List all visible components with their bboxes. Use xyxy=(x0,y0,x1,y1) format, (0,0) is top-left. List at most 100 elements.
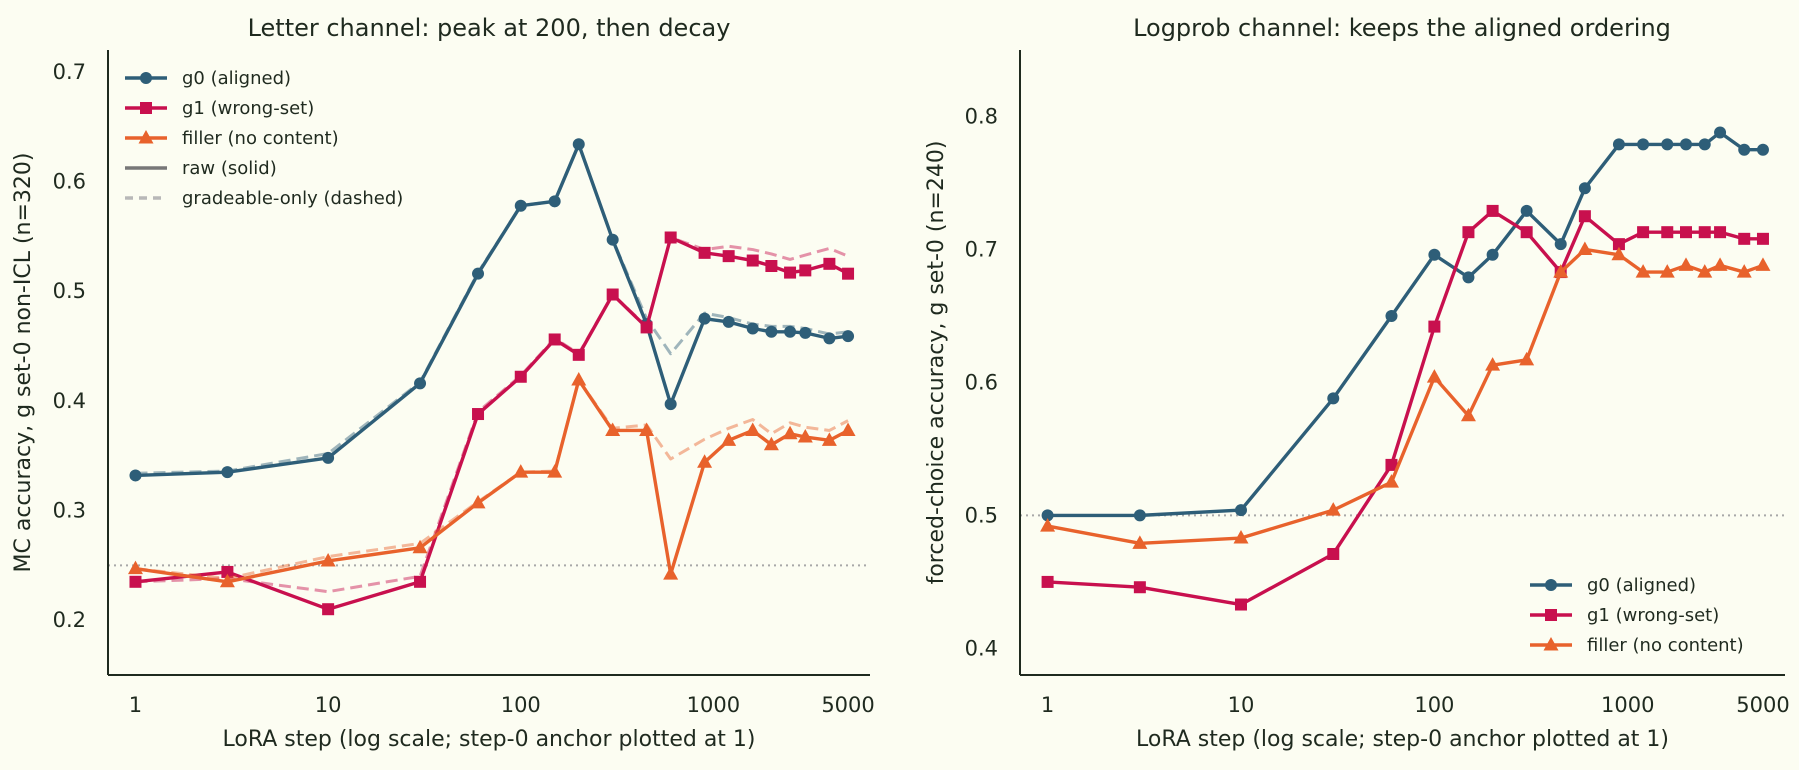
series-filler xyxy=(1040,241,1771,549)
y-tick-label: 0.6 xyxy=(53,170,86,194)
data-point xyxy=(721,432,737,446)
data-point xyxy=(221,466,234,479)
data-point xyxy=(1520,226,1533,239)
series-g1 xyxy=(1041,204,1769,611)
data-point xyxy=(698,246,711,259)
gradeable-dashed-line xyxy=(135,236,849,594)
legend-marker xyxy=(140,72,152,84)
y-tick-label: 0.5 xyxy=(53,279,86,303)
legend-marker xyxy=(1545,579,1557,591)
data-point xyxy=(1460,407,1476,422)
data-point xyxy=(1756,232,1769,245)
data-point xyxy=(1755,257,1771,271)
data-point xyxy=(821,432,837,446)
x-tick-label: 100 xyxy=(1414,693,1454,717)
data-point xyxy=(470,494,486,509)
data-point xyxy=(513,464,529,478)
x-axis-label: LoRA step (log scale; step-0 anchor plot… xyxy=(1136,727,1669,752)
data-point xyxy=(1485,357,1501,371)
data-point xyxy=(1554,238,1567,251)
data-point xyxy=(640,321,653,334)
data-point xyxy=(320,552,336,567)
data-point xyxy=(663,566,679,580)
data-point xyxy=(1520,204,1533,217)
data-point xyxy=(1327,392,1340,405)
data-point xyxy=(322,603,335,616)
y-tick-label: 0.8 xyxy=(965,104,998,128)
data-point xyxy=(784,266,797,279)
data-point xyxy=(1678,257,1694,271)
x-tick-label: 5000 xyxy=(1736,693,1789,717)
data-point xyxy=(129,469,142,482)
x-tick-label: 1 xyxy=(129,693,142,717)
x-tick-label: 5000 xyxy=(821,693,874,717)
raw-solid-line xyxy=(135,235,849,611)
data-point xyxy=(514,199,527,212)
legend-marker xyxy=(138,130,154,144)
data-point xyxy=(1325,502,1341,516)
data-point xyxy=(1462,226,1475,239)
data-point xyxy=(1756,143,1769,156)
x-tick-label: 100 xyxy=(501,693,541,717)
x-tick-label: 10 xyxy=(1228,693,1255,717)
data-point xyxy=(763,436,779,451)
data-point xyxy=(1385,309,1398,322)
data-point xyxy=(1714,226,1727,239)
y-tick-label: 0.4 xyxy=(965,636,998,660)
data-point xyxy=(548,195,561,208)
data-point xyxy=(1040,518,1056,532)
data-point xyxy=(1612,138,1625,151)
x-tick-label: 1 xyxy=(1041,693,1054,717)
data-point xyxy=(765,260,778,273)
x-tick-label: 10 xyxy=(315,693,342,717)
data-point xyxy=(1736,264,1752,278)
y-axis-label: MC accuracy, g set-0 non-ICL (n=320) xyxy=(11,152,36,572)
data-point xyxy=(823,257,836,270)
data-point xyxy=(1383,474,1399,488)
data-point xyxy=(572,348,585,361)
data-point xyxy=(219,573,235,588)
data-point xyxy=(1486,248,1499,261)
legend-marker xyxy=(1543,637,1559,651)
data-point xyxy=(765,325,778,338)
letter-channel-panel: Letter channel: peak at 200, then decay 1… xyxy=(11,14,875,752)
legend-label: gradeable-only (dashed) xyxy=(182,188,403,209)
data-point xyxy=(698,312,711,325)
data-point xyxy=(746,254,759,267)
data-point xyxy=(1612,238,1625,251)
data-point xyxy=(799,264,812,277)
data-point xyxy=(842,267,855,280)
data-point xyxy=(797,429,813,443)
legend-label: g1 (wrong-set) xyxy=(182,98,314,119)
data-point xyxy=(1428,248,1441,261)
data-point xyxy=(1738,232,1751,245)
raw-solid-line xyxy=(135,378,849,584)
data-point xyxy=(1578,210,1591,223)
data-point xyxy=(1486,204,1499,217)
data-point xyxy=(1698,226,1711,239)
y-axis-label: forced-choice accuracy, g set-0 (n=240) xyxy=(924,141,949,585)
legend: g0 (aligned) g1 (wrong-set) filler (no con… xyxy=(125,68,403,209)
logprob-channel-panel: Logprob channel: keeps the aligned order… xyxy=(924,14,1790,752)
data-point xyxy=(1234,504,1247,517)
data-point xyxy=(745,422,761,436)
data-point xyxy=(1133,581,1146,594)
data-point xyxy=(548,333,561,346)
data-point xyxy=(221,565,234,578)
legend: g0 (aligned) g1 (wrong-set) filler (no con… xyxy=(1530,575,1744,656)
data-point xyxy=(1233,530,1249,544)
data-point xyxy=(606,233,619,246)
series-g0 xyxy=(1041,126,1769,522)
data-point xyxy=(1041,575,1054,588)
data-point xyxy=(639,422,655,436)
data-point xyxy=(547,464,563,478)
data-point xyxy=(1661,226,1674,239)
data-point xyxy=(1132,535,1148,549)
data-point xyxy=(129,575,142,588)
data-point xyxy=(1659,264,1675,278)
data-point xyxy=(1577,241,1593,255)
x-tick-label: 1000 xyxy=(1601,693,1654,717)
data-point xyxy=(606,288,619,301)
data-point xyxy=(840,422,856,436)
